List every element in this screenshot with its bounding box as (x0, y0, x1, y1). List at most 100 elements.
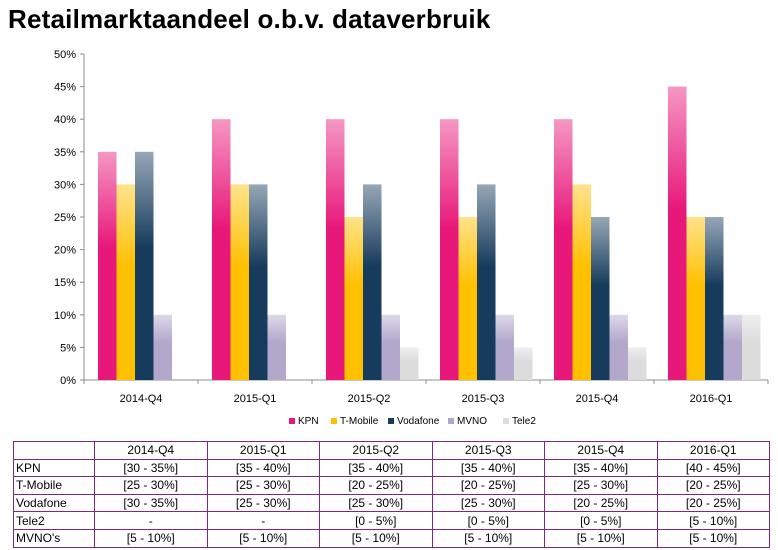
table-header-cell: 2015-Q4 (544, 441, 658, 460)
table-row-label: Vodafone (13, 493, 95, 513)
bar-kpn-2015-Q3 (440, 119, 459, 380)
table-cell: [20 - 25%] (544, 493, 658, 513)
table-cell: - (94, 511, 208, 530)
bar-kpn-2016-Q1 (668, 86, 687, 380)
legend-swatch (503, 418, 509, 424)
legend-label: T-Mobile (340, 416, 379, 427)
table-cell: [0 - 5%] (431, 511, 545, 530)
y-tick-label: 35% (54, 147, 76, 159)
legend-label: MVNO (457, 416, 487, 427)
bar-t-mobile-2015-Q2 (344, 217, 363, 380)
table-cell: [20 - 25%] (319, 476, 433, 495)
table-cell: [5 - 10%] (206, 528, 320, 548)
table-cell: [5 - 10%] (319, 528, 433, 548)
bar-vodafone-2015-Q1 (249, 184, 268, 380)
table-cell: [5 - 10%] (544, 528, 658, 548)
y-tick-label: 25% (54, 212, 76, 224)
bar-kpn-2015-Q2 (326, 119, 345, 380)
table-cell: [25 - 30%] (206, 493, 320, 513)
y-tick-label: 15% (54, 277, 76, 289)
table-row: T-Mobile [25 - 30%] [25 - 30%] [20 - 25%] [2… (13, 476, 770, 495)
y-tick-label: 40% (54, 114, 76, 126)
bar-vodafone-2016-Q1 (705, 217, 724, 380)
table-header-cell: 2016-Q1 (656, 441, 770, 460)
bar-tele2-2015-Q4 (628, 347, 647, 380)
legend-swatch (388, 418, 394, 424)
table-header-cell (13, 441, 95, 460)
table-header-cell: 2014-Q4 (94, 441, 208, 460)
y-tick-label: 5% (60, 342, 76, 354)
bar-t-mobile-2016-Q1 (686, 217, 705, 380)
table-row: MVNO's [5 - 10%] [5 - 10%] [5 - 10%] [5 - 10… (13, 528, 770, 548)
bar-t-mobile-2014-Q4 (116, 184, 135, 380)
bar-mvno-2015-Q4 (609, 314, 628, 380)
y-tick-label: 20% (54, 245, 76, 257)
bar-kpn-2014-Q4 (98, 151, 117, 380)
bar-vodafone-2015-Q2 (363, 184, 382, 380)
table-cell: [30 - 35%] (94, 493, 208, 513)
table-cell: [35 - 40%] (319, 458, 433, 478)
y-tick-label: 10% (54, 310, 76, 322)
bar-kpn-2015-Q1 (212, 119, 231, 380)
bar-tele2-2015-Q3 (514, 347, 533, 380)
table-cell: [20 - 25%] (656, 493, 770, 513)
table-cell: [20 - 25%] (431, 476, 545, 495)
bar-chart: 0% 5% 10% 15% 20% 25% 30% 35% 40% 45% 50% 2014-Q4 20… (54, 49, 769, 427)
bar-mvno-2014-Q4 (153, 314, 172, 380)
y-tick-label: 0% (60, 375, 76, 387)
bar-t-mobile-2015-Q1 (230, 184, 249, 380)
table-cell: [25 - 30%] (544, 476, 658, 495)
bar-mvno-2015-Q1 (267, 314, 286, 380)
table-cell: [25 - 30%] (206, 476, 320, 495)
x-tick-label: 2016-Q1 (690, 393, 733, 405)
y-tick-label: 45% (54, 82, 76, 94)
x-tick-label: 2015-Q1 (234, 393, 277, 405)
table-cell: [35 - 40%] (206, 458, 320, 478)
table-cell: [40 - 45%] (656, 458, 770, 478)
table-cell: [35 - 40%] (544, 458, 658, 478)
bar-tele2-2016-Q1 (742, 314, 761, 380)
y-tick-label: 30% (54, 179, 76, 191)
bar-kpn-2015-Q4 (554, 119, 573, 380)
table-cell: [25 - 30%] (319, 493, 433, 513)
legend-swatch (448, 418, 454, 424)
bar-mvno-2015-Q2 (381, 314, 400, 380)
bar-t-mobile-2015-Q4 (572, 184, 591, 380)
x-tick-label: 2014-Q4 (120, 393, 163, 405)
legend-label: Vodafone (397, 416, 440, 427)
bar-vodafone-2015-Q3 (477, 184, 496, 380)
x-tick-label: 2015-Q4 (576, 393, 619, 405)
bar-t-mobile-2015-Q3 (458, 217, 477, 380)
legend-label: KPN (298, 416, 319, 427)
chart-title: Retailmarktaandeel o.b.v. dataverbruik (8, 4, 491, 34)
legend-swatch (331, 418, 337, 424)
table-cell: [0 - 5%] (544, 511, 658, 530)
table-row-label: KPN (13, 458, 95, 478)
table-row: KPN [30 - 35%] [35 - 40%] [35 - 40%] [35 - 4… (13, 458, 770, 478)
table-cell: [25 - 30%] (431, 493, 545, 513)
table-cell: [30 - 35%] (94, 458, 208, 478)
table-cell: [0 - 5%] (319, 511, 433, 530)
table-row: Vodafone [30 - 35%] [25 - 30%] [25 - 30%] [2… (13, 493, 770, 513)
bar-mvno-2016-Q1 (723, 314, 742, 380)
legend-swatch (289, 418, 295, 424)
table-row: Tele2- - [0 - 5%] [0 - 5%] [0 - 5%] [5 - 10%] (13, 511, 770, 530)
table-header-cell: 2015-Q1 (206, 441, 320, 460)
table-cell: - (206, 511, 320, 530)
bar-vodafone-2014-Q4 (135, 151, 154, 380)
table-cell: [25 - 30%] (94, 476, 208, 495)
table-header-row: 2014-Q4 2015-Q1 2015-Q2 2015-Q3 2015-Q4 2016-… (13, 441, 770, 460)
table-cell: [20 - 25%] (656, 476, 770, 495)
bar-mvno-2015-Q3 (495, 314, 514, 380)
table-cell: [35 - 40%] (431, 458, 545, 478)
bar-tele2-2015-Q2 (400, 347, 419, 380)
x-tick-label: 2015-Q2 (348, 393, 391, 405)
bar-vodafone-2015-Q4 (591, 217, 610, 380)
table-row-label: MVNO's (13, 528, 95, 548)
y-tick-label: 50% (54, 49, 76, 61)
data-table: 2014-Q4 2015-Q1 2015-Q2 2015-Q3 2015-Q4 2016-… (13, 441, 770, 548)
legend-label: Tele2 (512, 416, 536, 427)
table-cell: [5 - 10%] (94, 528, 208, 548)
table-cell: [5 - 10%] (431, 528, 545, 548)
table-cell: [5 - 10%] (656, 528, 770, 548)
